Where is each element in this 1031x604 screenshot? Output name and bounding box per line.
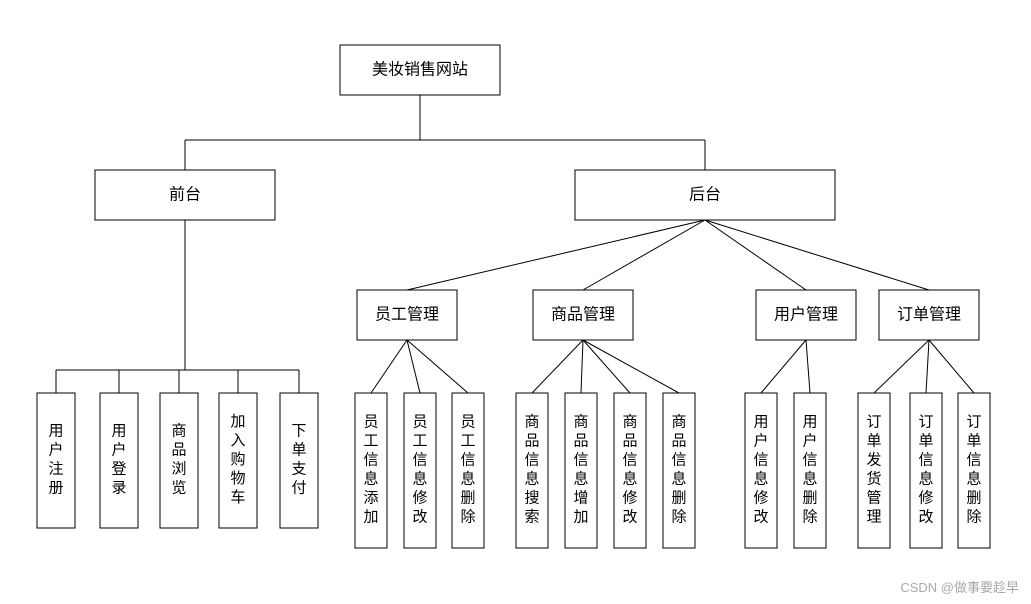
svg-text:后台: 后台	[689, 186, 721, 204]
node-root: 美妆销售网站	[340, 45, 500, 95]
node-f3: 商品浏览	[160, 393, 198, 528]
node-ord: 订单管理	[879, 290, 979, 340]
node-e2: 员工信息修改	[404, 393, 436, 548]
node-p2: 商品信息增加	[565, 393, 597, 548]
node-e3: 员工信息删除	[452, 393, 484, 548]
node-f2: 用户登录	[100, 393, 138, 528]
svg-text:用户管理: 用户管理	[774, 306, 838, 324]
node-o1: 订单发货管理	[858, 393, 890, 548]
node-p1: 商品信息搜索	[516, 393, 548, 548]
svg-text:员工管理: 员工管理	[375, 306, 439, 324]
node-p3: 商品信息修改	[614, 393, 646, 548]
svg-text:订单管理: 订单管理	[897, 306, 961, 324]
svg-text:前台: 前台	[169, 186, 201, 204]
node-o3: 订单信息删除	[958, 393, 990, 548]
node-p4: 商品信息删除	[663, 393, 695, 548]
svg-text:美妆销售网站: 美妆销售网站	[372, 61, 468, 79]
node-front: 前台	[95, 170, 275, 220]
node-f1: 用户注册	[37, 393, 75, 528]
diagram-container: 美妆销售网站前台 后台员工管理 商品管理 用户管理 订单管理用户注册用户登录商品浏览加入…	[0, 0, 1031, 604]
node-back: 后台	[575, 170, 835, 220]
org-chart: 美妆销售网站前台 后台员工管理 商品管理 用户管理 订单管理用户注册用户登录商品浏览加入…	[0, 0, 1031, 604]
node-o2: 订单信息修改	[910, 393, 942, 548]
node-e1: 员工信息添加	[355, 393, 387, 548]
node-usr: 用户管理	[756, 290, 856, 340]
node-prod: 商品管理	[533, 290, 633, 340]
node-u2: 用户信息删除	[794, 393, 826, 548]
node-emp: 员工管理	[357, 290, 457, 340]
watermark-text: CSDN @做事要趁早	[900, 577, 1019, 596]
node-f5: 下单支付	[280, 393, 318, 528]
svg-text:加入购物车: 加入购物车	[230, 413, 245, 506]
node-u1: 用户信息修改	[745, 393, 777, 548]
node-f4: 加入购物车	[219, 393, 257, 528]
svg-text:商品管理: 商品管理	[551, 306, 615, 324]
